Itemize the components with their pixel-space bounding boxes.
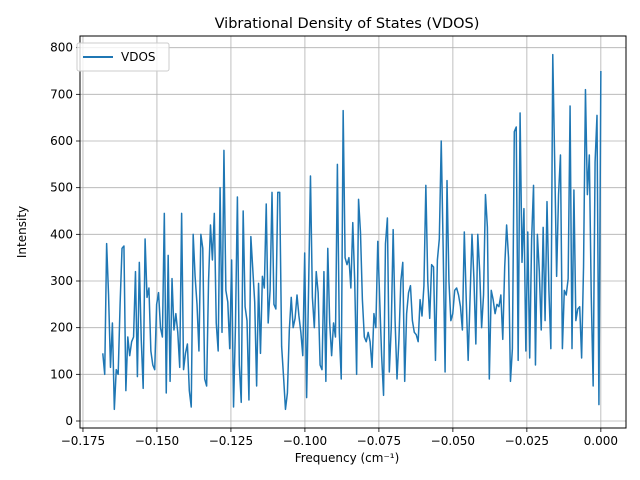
chart-title: Vibrational Density of States (VDOS) (215, 16, 480, 32)
x-axis-title: Frequency (cm⁻¹) (295, 451, 400, 465)
series-line-vdos (102, 53, 602, 411)
y-tick-label: 500 (50, 181, 73, 195)
y-tick-label: 200 (50, 321, 73, 335)
x-tick-label: −0.150 (135, 434, 179, 448)
x-axis-ticks: −0.175 −0.150 −0.125 −0.100 −0.075 −0.050 −0.0… (61, 428, 618, 448)
legend-box (76, 42, 170, 72)
plot-frame (79, 35, 627, 429)
y-tick-label: 400 (50, 227, 73, 241)
y-axis-title: Intensity (15, 206, 29, 258)
x-tick-label: −0.050 (431, 434, 475, 448)
series-layer (102, 53, 602, 411)
x-tick-label: −0.175 (61, 434, 105, 448)
y-tick-label: 0 (65, 414, 73, 428)
x-tick-label: −0.100 (283, 434, 327, 448)
x-tick-label: −0.075 (357, 434, 401, 448)
y-tick-label: 600 (50, 134, 73, 148)
x-tick-label: 0.000 (584, 434, 618, 448)
legend: VDOS (76, 42, 170, 72)
legend-label-vdos: VDOS (121, 50, 156, 64)
x-tick-label: −0.025 (505, 434, 549, 448)
x-tick-label: −0.125 (209, 434, 253, 448)
y-axis-ticks: 0 100 200 300 400 500 600 700 800 (50, 41, 80, 428)
y-tick-label: 300 (50, 274, 73, 288)
y-tick-label: 800 (50, 41, 73, 55)
y-tick-label: 100 (50, 367, 73, 381)
y-tick-label: 700 (50, 87, 73, 101)
